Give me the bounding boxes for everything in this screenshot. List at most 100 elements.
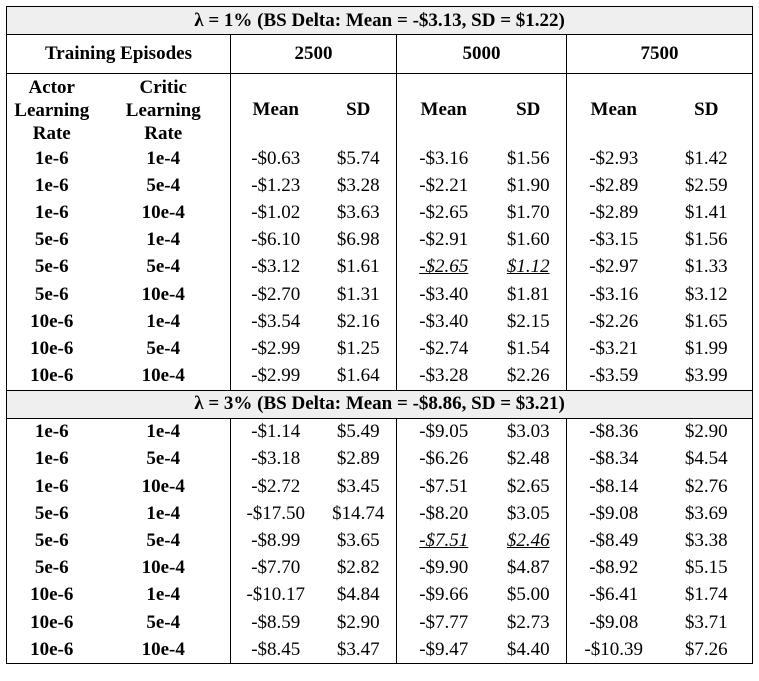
actor-lr-header-line: Learning: [14, 100, 90, 121]
mean-7500-cell: -$3.16: [566, 280, 661, 309]
mean-header: Mean: [566, 73, 661, 145]
episodes-5000: 5000: [396, 34, 567, 74]
critic-lr-cell: 10e-4: [141, 201, 185, 223]
sd-7500-cell: $1.33: [660, 253, 754, 281]
sd-2500-cell: $1.64: [320, 362, 397, 391]
sd-5000-cell: $2.73: [506, 611, 550, 633]
critic-lr-cell: 5e-4: [146, 448, 181, 470]
sd-5000-cell: $1.90: [506, 174, 550, 196]
mean-7500-cell: -$8.36: [566, 418, 661, 446]
critic-lr-cell: 10e-4: [141, 475, 185, 497]
sd-2500-cell: $3.45: [336, 475, 380, 497]
critic-lr-cell: 5e-4: [146, 256, 181, 278]
table-row: 10e-6 10e-4 -$8.45 $3.47 -$9.47 $4.40 -$10.39 $…: [6, 636, 754, 665]
sd-5000-cell: $1.12: [506, 256, 550, 278]
actor-lr-header: Actor Learning Rate: [6, 73, 97, 145]
mean-7500-cell: -$8.14: [566, 473, 661, 501]
sd-7500-cell: $2.59: [660, 172, 754, 200]
section-title-row: λ = 1% (BS Delta: Mean = -$3.13, SD = $1…: [5, 6, 754, 35]
sd-5000-cell: $1.54: [506, 337, 550, 359]
table-row: 1e-6 10e-4 -$2.72 $3.45 -$7.51 $2.65 -$8.14 $2.…: [6, 473, 754, 501]
mean-7500-cell: -$2.89: [566, 172, 661, 200]
critic-lr-cell: 10e-4: [96, 636, 231, 665]
actor-lr-cell: 1e-6: [6, 199, 97, 227]
mean-2500-cell: -$7.70: [230, 554, 321, 582]
mean-5000-cell: -$6.26: [396, 445, 491, 474]
sd-5000-cell: $2.15: [506, 310, 550, 332]
sd-2500-cell: $2.16: [336, 310, 380, 332]
critic-lr-cell: 1e-4: [146, 421, 181, 443]
critic-lr-cell: 10e-4: [96, 362, 231, 391]
mean-5000-cell: -$2.65: [396, 253, 491, 281]
column-header-row: Actor Learning Rate Critic Learning Rate…: [6, 73, 754, 145]
sd-7500-cell: $5.15: [660, 554, 754, 582]
sd-7500-cell: $3.99: [660, 362, 754, 391]
sd-2500-cell: $5.74: [336, 147, 380, 169]
sd-7500-cell: $1.74: [660, 581, 754, 609]
actor-lr-cell: 5e-6: [6, 280, 97, 309]
critic-lr-cell: 1e-4: [146, 502, 181, 524]
sd-5000-cell: $2.26: [490, 362, 567, 391]
actor-lr-cell: 1e-6: [6, 418, 97, 446]
mean-header: Mean: [396, 73, 491, 145]
sd-2500-cell: $1.25: [336, 337, 380, 359]
mean-2500-cell: -$8.45: [230, 636, 321, 665]
table-row: 1e-6 5e-4 -$1.23 $3.28 -$2.21 $1.90 -$2.89 $2.5…: [6, 172, 754, 200]
sd-7500-cell: $3.12: [660, 280, 754, 309]
sd-2500-cell: $3.47: [320, 636, 397, 665]
table-row: 10e-6 10e-4 -$2.99 $1.64 -$3.28 $2.26 -$3.59 $3…: [6, 362, 754, 391]
mean-2500-cell: -$2.99: [230, 362, 321, 391]
mean-7500-cell: -$2.26: [566, 308, 661, 336]
episodes-7500: 7500: [565, 34, 754, 74]
sd-5000-cell: $2.46: [506, 530, 550, 552]
mean-2500-cell: -$3.12: [230, 253, 321, 281]
sd-2500-cell: $1.31: [336, 283, 380, 305]
critic-lr-header-line: Learning: [125, 100, 201, 121]
critic-lr-cell: 5e-4: [146, 174, 181, 196]
table-row: 10e-6 5e-4 -$2.99 $1.25 -$2.74 $1.54 -$3.21 $1.…: [6, 335, 754, 363]
actor-lr-cell: 1e-6: [6, 445, 97, 474]
sd-2500-cell: $2.82: [336, 557, 380, 579]
sd-header: SD: [490, 73, 567, 145]
mean-5000-cell: -$7.51: [396, 527, 491, 555]
mean-2500-cell: -$8.59: [230, 609, 321, 637]
sd-5000-cell: $4.87: [506, 557, 550, 579]
mean-2500-cell: -$0.63: [230, 145, 321, 173]
mean-2500-cell: -$2.70: [230, 280, 321, 309]
actor-lr-cell: 1e-6: [6, 145, 97, 173]
mean-5000-cell: -$2.91: [396, 226, 491, 254]
table-row: 1e-6 1e-4 -$0.63 $5.74 -$3.16 $1.56 -$2.93 $1.4…: [6, 145, 754, 173]
mean-7500-cell: -$2.89: [566, 199, 661, 227]
sd-2500-cell: $2.90: [336, 611, 380, 633]
sd-header: SD: [660, 73, 754, 145]
sd-7500-cell: $1.99: [660, 335, 754, 363]
mean-5000-cell: -$9.66: [396, 581, 491, 609]
sd-5000-cell: $1.60: [506, 229, 550, 251]
actor-lr-cell: 10e-6: [6, 581, 97, 609]
actor-lr-cell: 10e-6: [6, 636, 97, 665]
table-row: 10e-6 1e-4 -$10.17 $4.84 -$9.66 $5.00 -$6.41 $1…: [6, 581, 754, 609]
sd-2500-cell: $14.74: [332, 502, 385, 524]
mean-7500-cell: -$3.21: [566, 335, 661, 363]
sd-5000-cell: $2.48: [506, 448, 550, 470]
mean-2500-cell: -$1.23: [230, 172, 321, 200]
mean-5000-cell: -$7.77: [396, 609, 491, 637]
actor-lr-cell: 10e-6: [6, 362, 97, 391]
sd-2500-cell: $3.63: [336, 201, 380, 223]
sd-2500-cell: $4.84: [336, 584, 380, 606]
mean-2500-cell: -$1.02: [230, 199, 321, 227]
critic-lr-cell: 1e-4: [146, 229, 181, 251]
table-row: 1e-6 1e-4 -$1.14 $5.49 -$9.05 $3.03 -$8.36 $2.9…: [6, 418, 754, 446]
mean-2500-cell: -$1.14: [230, 418, 321, 446]
training-episodes-label: Training Episodes: [6, 34, 231, 74]
episodes-2500: 2500: [230, 34, 397, 74]
mean-7500-cell: -$2.93: [566, 145, 661, 173]
table-row: 10e-6 1e-4 -$3.54 $2.16 -$3.40 $2.15 -$2.26 $1.…: [6, 308, 754, 336]
actor-lr-cell: 5e-6: [6, 500, 97, 528]
section-title: λ = 1% (BS Delta: Mean = -$3.13, SD = $1…: [5, 6, 754, 35]
sd-2500-cell: $3.65: [336, 530, 380, 552]
actor-lr-cell: 1e-6: [6, 473, 97, 501]
actor-lr-header-line: Actor: [28, 77, 75, 98]
mean-5000-cell: -$3.40: [396, 308, 491, 336]
actor-lr-cell: 10e-6: [6, 609, 97, 637]
